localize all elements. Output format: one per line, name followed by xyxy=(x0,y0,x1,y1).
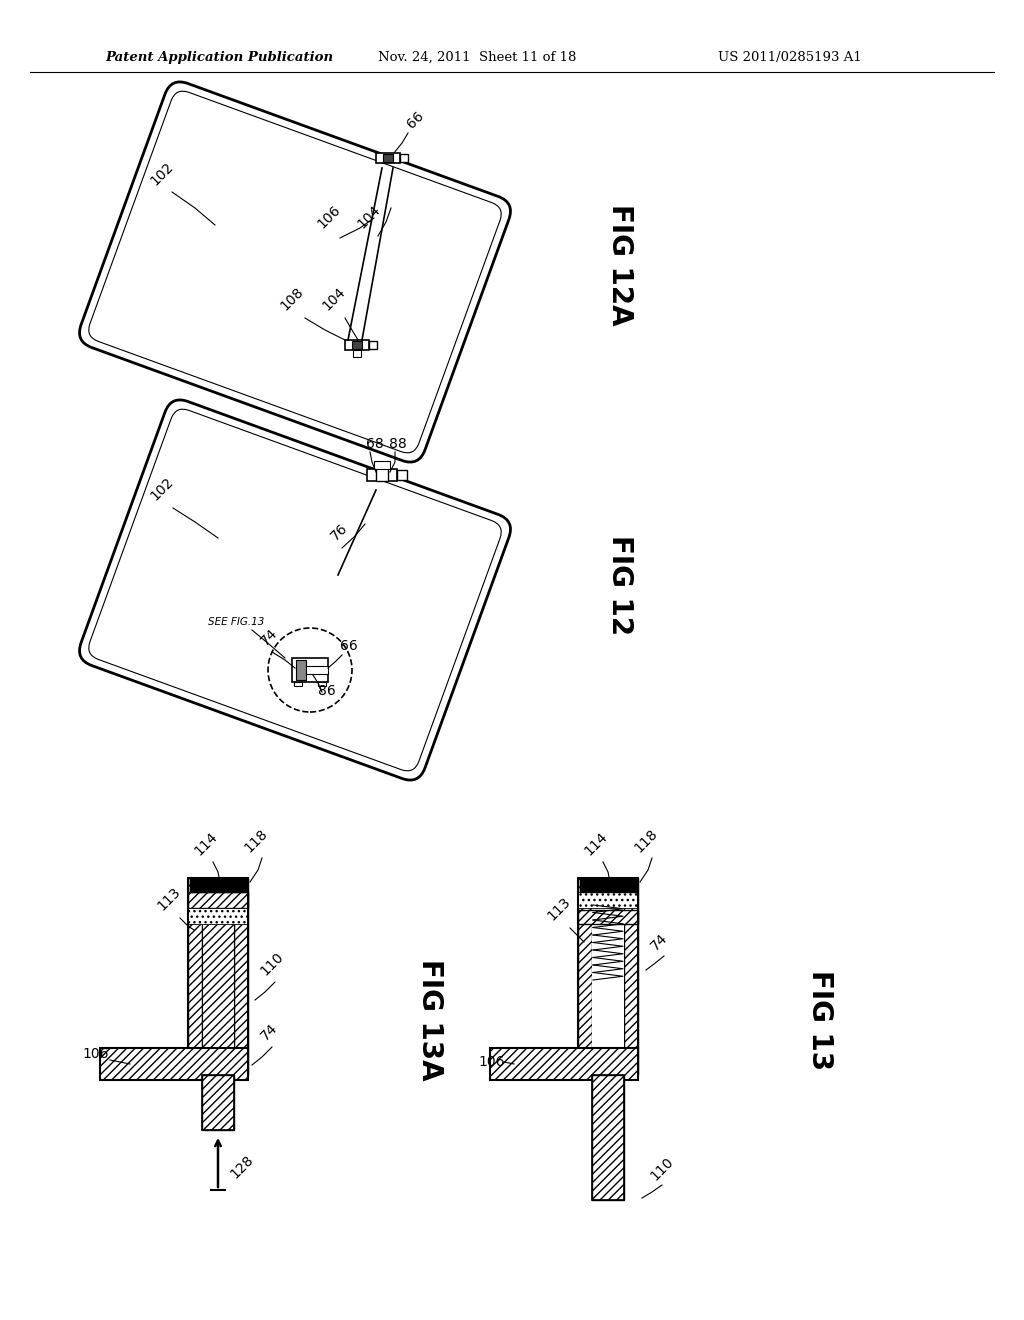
Bar xyxy=(294,682,302,686)
Text: 110: 110 xyxy=(258,949,287,978)
Bar xyxy=(202,1074,234,1130)
Text: Patent Application Publication: Patent Application Publication xyxy=(105,50,333,63)
Text: Nov. 24, 2011  Sheet 11 of 18: Nov. 24, 2011 Sheet 11 of 18 xyxy=(378,50,577,63)
Bar xyxy=(318,682,326,686)
Text: 104: 104 xyxy=(355,202,384,231)
Bar xyxy=(188,878,202,1074)
Text: 104: 104 xyxy=(319,284,348,313)
Bar xyxy=(292,657,328,682)
Text: 118: 118 xyxy=(632,826,660,855)
Bar xyxy=(578,878,638,1074)
Bar xyxy=(374,461,390,469)
Bar xyxy=(202,909,234,1074)
Text: 114: 114 xyxy=(193,829,220,858)
Text: 108: 108 xyxy=(278,284,306,313)
Text: 76: 76 xyxy=(328,520,350,543)
Bar xyxy=(400,154,408,162)
Text: FIG 12A: FIG 12A xyxy=(606,205,634,326)
Bar xyxy=(367,469,397,480)
Text: 86: 86 xyxy=(318,684,336,698)
Text: 66: 66 xyxy=(340,639,357,653)
Bar xyxy=(202,894,234,909)
Text: FIG 12: FIG 12 xyxy=(606,535,634,635)
Text: 74: 74 xyxy=(258,626,281,648)
Bar xyxy=(580,878,636,892)
Bar xyxy=(578,878,592,1074)
Bar xyxy=(592,878,624,1074)
Text: FIG 13: FIG 13 xyxy=(806,970,834,1071)
Bar xyxy=(353,350,361,356)
Text: 102: 102 xyxy=(148,160,176,187)
Bar xyxy=(578,909,638,924)
Bar xyxy=(376,463,388,480)
Text: 106: 106 xyxy=(82,1047,109,1061)
Bar xyxy=(624,878,638,1074)
Text: SEE FIG.13: SEE FIG.13 xyxy=(208,616,264,627)
Bar xyxy=(202,1074,234,1130)
Text: US 2011/0285193 A1: US 2011/0285193 A1 xyxy=(718,50,862,63)
Text: 68: 68 xyxy=(366,437,384,451)
Text: 66: 66 xyxy=(404,108,426,131)
Text: 88: 88 xyxy=(389,437,407,451)
Bar xyxy=(592,1074,624,1200)
FancyBboxPatch shape xyxy=(80,400,511,780)
Bar xyxy=(306,667,328,675)
Text: 102: 102 xyxy=(148,474,176,503)
Bar xyxy=(188,878,248,1074)
Bar xyxy=(190,878,246,892)
Bar xyxy=(369,341,377,348)
Text: 106: 106 xyxy=(315,202,344,231)
Bar xyxy=(234,878,248,1074)
Text: 74: 74 xyxy=(258,1020,281,1043)
Text: 110: 110 xyxy=(648,1155,677,1183)
Text: 113: 113 xyxy=(545,895,573,923)
Bar xyxy=(397,470,407,480)
Bar xyxy=(100,1048,248,1080)
Text: 128: 128 xyxy=(228,1152,257,1181)
Bar xyxy=(100,1048,248,1080)
Text: 113: 113 xyxy=(155,884,183,913)
Bar xyxy=(345,341,369,350)
Bar xyxy=(592,1074,624,1200)
Bar xyxy=(383,154,393,162)
Text: 74: 74 xyxy=(648,931,671,953)
Text: FIG 13A: FIG 13A xyxy=(416,960,444,1081)
Bar xyxy=(490,1048,638,1080)
Text: 118: 118 xyxy=(242,826,270,855)
Bar xyxy=(578,892,638,908)
Bar xyxy=(352,341,362,348)
Bar xyxy=(188,892,248,908)
Text: 114: 114 xyxy=(582,829,610,858)
Text: 106: 106 xyxy=(478,1055,505,1069)
Bar xyxy=(376,153,400,162)
FancyBboxPatch shape xyxy=(80,82,511,462)
Bar xyxy=(188,908,248,924)
Bar xyxy=(490,1048,638,1080)
Bar xyxy=(296,660,306,680)
